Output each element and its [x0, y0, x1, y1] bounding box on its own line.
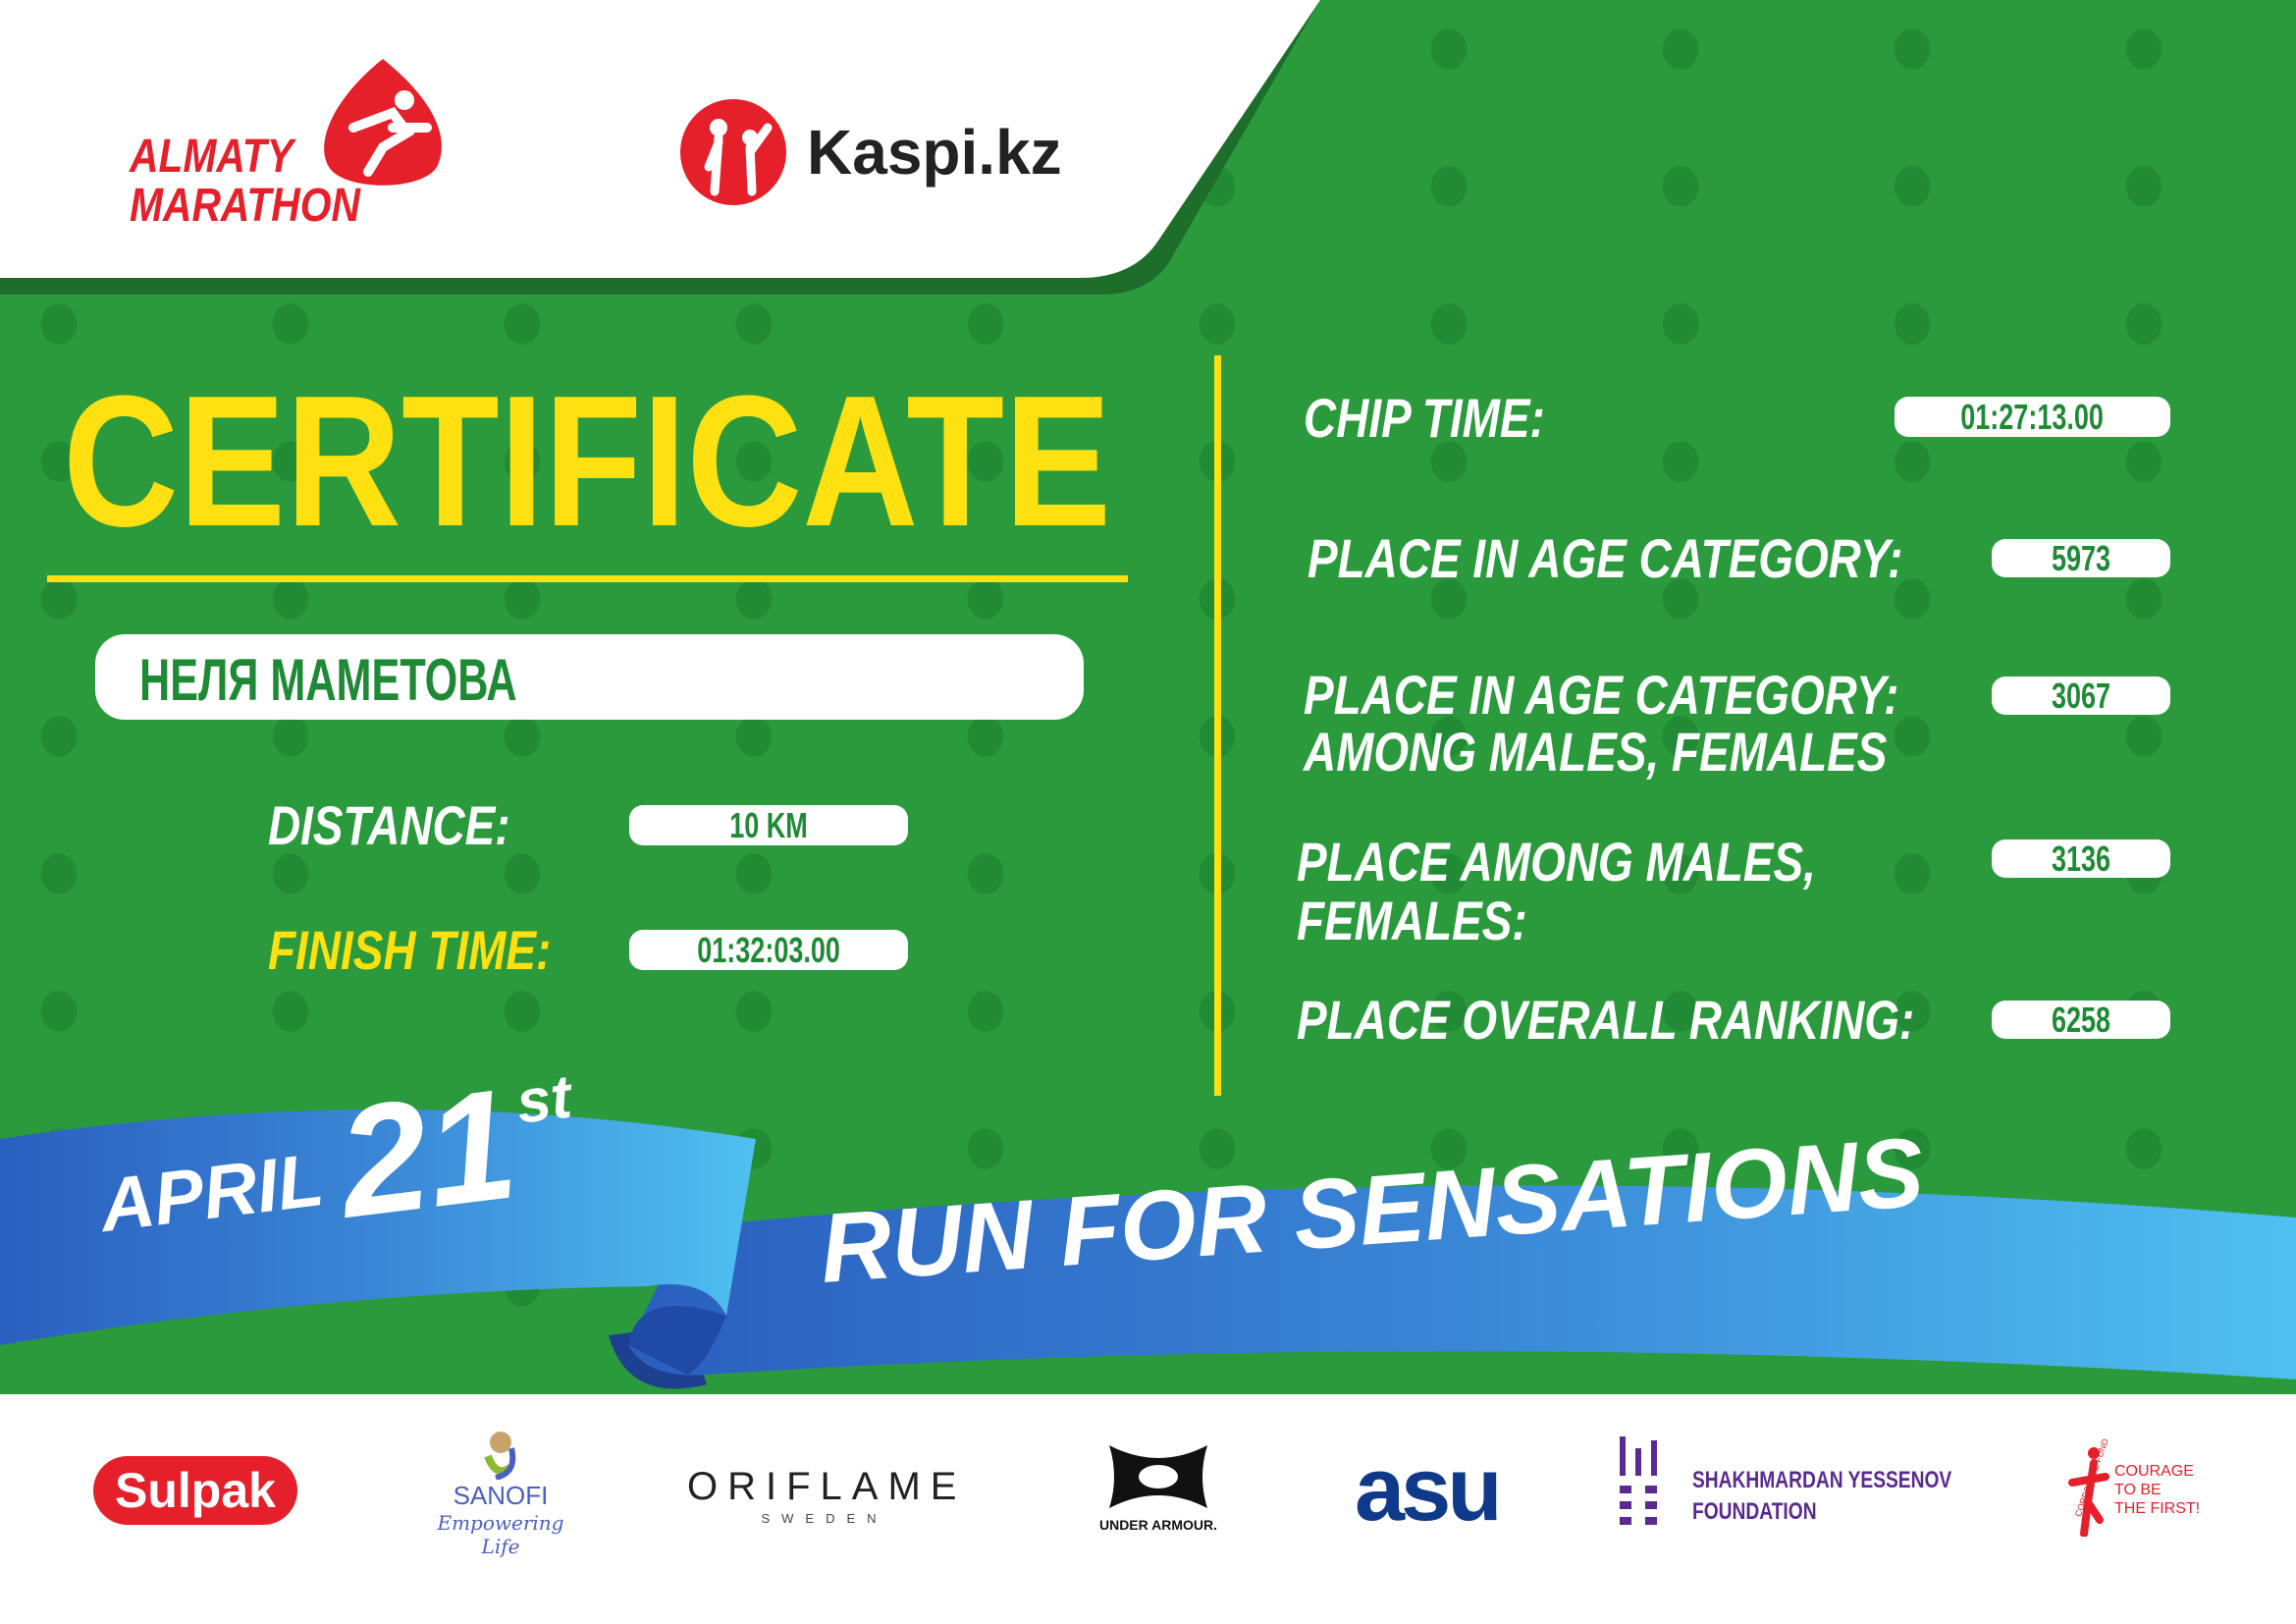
distance-value-box: 10 KM: [629, 805, 908, 845]
under-armour-logo: UNDER ARMOUR.: [1075, 1441, 1242, 1533]
runner-drop-icon: [324, 59, 442, 186]
courage-line1: COURAGE: [2114, 1463, 2194, 1480]
asu-logo: asu: [1355, 1438, 1503, 1542]
chip-time-label: CHIP TIME:: [1304, 387, 1545, 449]
courage-fund-logo: CORPORATE FUND COURAGE TO BE THE FIRST!: [2056, 1437, 2201, 1537]
date-day: 21: [330, 1055, 525, 1251]
age-place-value: 5973: [2051, 537, 2111, 578]
certificate-title: CERTIFICATE: [63, 357, 1112, 566]
overall-place-value-box: 6258: [1992, 999, 2170, 1040]
yessenov-foundation-logo: SHAKHMARDAN YESSENOV FOUNDATION: [1620, 1435, 2016, 1528]
chip-time-value: 01:27:13.00: [1960, 396, 2105, 437]
age-gender-place-label-line2: AMONG MALES, FEMALES: [1304, 721, 1888, 783]
participant-name-field: НЕЛЯ МАМЕТОВА: [95, 634, 1084, 720]
almaty-marathon-logo: ALMATY MARATHON: [128, 59, 461, 236]
kaspi-logo: Kaspi.kz: [679, 98, 1062, 206]
under-armour-icon: [1109, 1445, 1207, 1508]
sulpak-logo: Sulpak: [93, 1456, 297, 1525]
date-ribbon: [0, 1110, 2296, 1389]
finish-time-label: FINISH TIME:: [268, 919, 552, 981]
distance-label: DISTANCE:: [268, 794, 510, 856]
sanofi-tagline: Empowering Life: [437, 1511, 564, 1558]
yessenov-foundation: FOUNDATION: [1692, 1498, 1817, 1525]
courage-line2: TO BE: [2114, 1482, 2162, 1498]
age-gender-place-label-line1: PLACE IN AGE CATEGORY:: [1304, 664, 1899, 726]
date-month: APRIL: [95, 1137, 328, 1249]
courage-figure-icon: [2068, 1447, 2109, 1537]
age-gender-place-value-box: 3067: [1992, 675, 2170, 716]
under-armour-wordmark: UNDER ARMOUR.: [1098, 1517, 1218, 1533]
yessenov-name: SHAKHMARDAN YESSENOV: [1692, 1467, 1952, 1493]
kaspi-wordmark: Kaspi.kz: [807, 117, 1062, 188]
asu-wordmark: asu: [1355, 1439, 1503, 1540]
oriflame-sweden: SWEDEN: [761, 1511, 888, 1526]
kaspi-people-icon: [680, 99, 786, 205]
header-panel: [0, 0, 1320, 295]
date-suffix: st: [512, 1062, 575, 1137]
age-gender-place-value: 3067: [2051, 675, 2111, 716]
courage-line3: THE FIRST!: [2114, 1500, 2201, 1517]
yessenov-bars-icon: [1620, 1436, 1657, 1525]
participant-name: НЕЛЯ МАМЕТОВА: [139, 647, 517, 713]
age-place-value-box: 5973: [1992, 537, 2170, 578]
finish-time-value-box: 01:32:03.00: [629, 930, 908, 970]
overall-place-value: 6258: [2051, 999, 2111, 1040]
gender-place-value-box: 3136: [1992, 838, 2170, 879]
distance-value: 10 KM: [729, 804, 808, 845]
oriflame-wordmark: ORIFLAME: [687, 1465, 967, 1508]
gender-place-label-line2: FEMALES:: [1297, 890, 1527, 951]
sanofi-leaf-icon: [484, 1432, 516, 1481]
chip-time-value-box: 01:27:13.00: [1895, 397, 2170, 437]
logo-text-marathon: MARATHON: [130, 180, 360, 232]
gender-place-label-line1: PLACE AMONG MALES,: [1297, 831, 1816, 893]
overall-place-label: PLACE OVERALL RANKING:: [1297, 989, 1915, 1051]
age-place-label: PLACE IN AGE CATEGORY:: [1308, 527, 1903, 589]
title-underline: [47, 575, 1128, 582]
logo-text-almaty: ALMATY: [130, 131, 294, 183]
finish-time-value: 01:32:03.00: [697, 929, 840, 970]
gender-place-value: 3136: [2051, 838, 2111, 879]
sanofi-logo: SANOFI Empowering Life: [417, 1429, 584, 1558]
sulpak-wordmark: Sulpak: [115, 1463, 276, 1518]
vertical-divider: [1214, 355, 1221, 1096]
oriflame-logo: ORIFLAME SWEDEN: [687, 1465, 962, 1526]
sanofi-wordmark: SANOFI: [453, 1481, 549, 1510]
